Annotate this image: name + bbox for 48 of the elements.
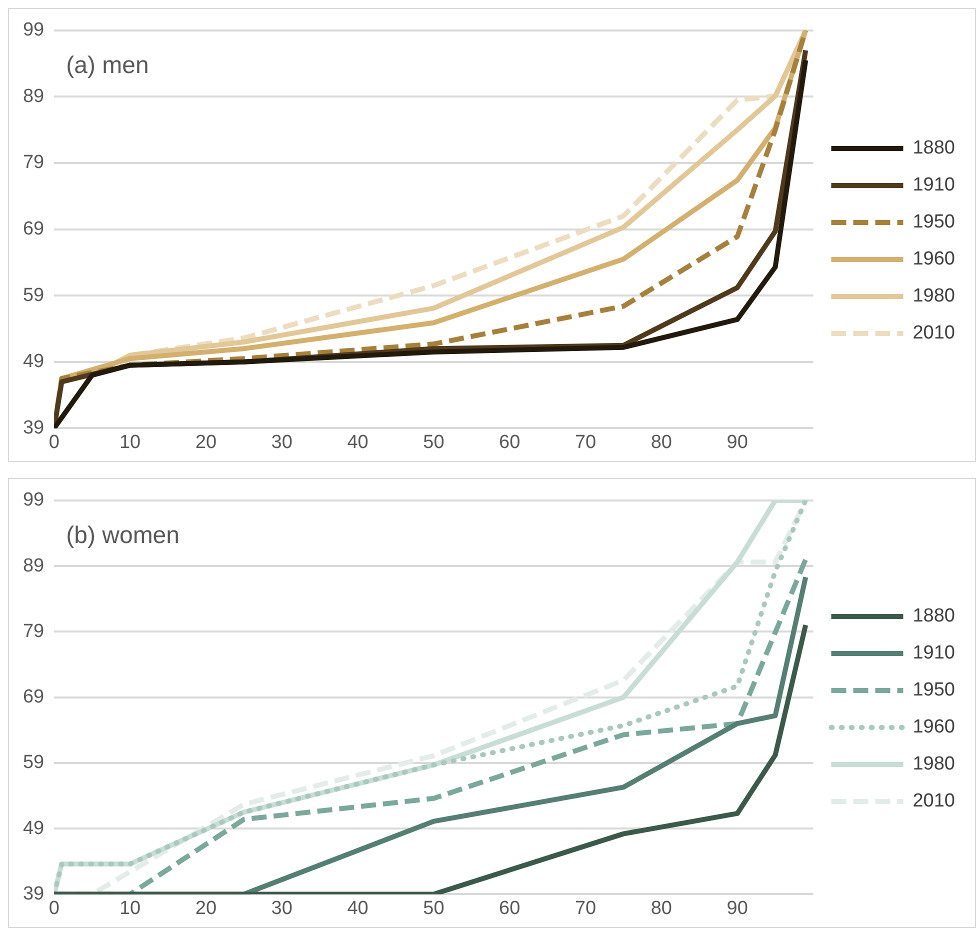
- x-tick-label: 70: [574, 898, 596, 919]
- x-tick-label: 50: [423, 898, 444, 919]
- x-tick-label: 80: [650, 432, 672, 453]
- legend-label: 1950: [912, 212, 956, 233]
- x-tick-label: 40: [347, 432, 368, 453]
- legend-label: 1960: [912, 716, 956, 738]
- y-tick-label: 69: [22, 218, 44, 240]
- y-tick-label: 89: [22, 555, 44, 576]
- legend-label: 1880: [912, 138, 956, 159]
- x-tick-label: 0: [48, 898, 60, 919]
- legend-label: 1960: [912, 248, 956, 270]
- x-tick-label: 80: [650, 898, 672, 919]
- x-tick-label: 60: [499, 898, 520, 919]
- y-tick-label: 39: [22, 883, 44, 904]
- y-tick-label: 89: [22, 86, 44, 107]
- legend-label: 2010: [912, 322, 956, 344]
- y-tick-label: 99: [22, 490, 44, 511]
- x-tick-label: 60: [499, 432, 520, 453]
- legend-label: 1950: [912, 680, 956, 701]
- x-tick-label: 30: [271, 432, 292, 453]
- y-tick-label: 49: [22, 818, 44, 839]
- x-tick-label: 10: [119, 898, 141, 919]
- x-tick-label: 20: [195, 898, 217, 919]
- y-tick-label: 39: [22, 417, 44, 438]
- legend-label: 1880: [912, 606, 956, 627]
- x-tick-label: 90: [726, 432, 748, 453]
- x-tick-label: 50: [423, 432, 444, 453]
- y-tick-label: 49: [22, 351, 44, 372]
- x-tick-label: 10: [119, 432, 141, 453]
- x-tick-label: 70: [574, 432, 596, 453]
- y-tick-label: 79: [22, 620, 44, 642]
- y-tick-label: 79: [22, 152, 44, 174]
- x-tick-label: 20: [195, 432, 217, 453]
- legend-label: 1980: [912, 754, 956, 775]
- x-tick-label: 90: [726, 898, 748, 919]
- x-tick-label: 0: [48, 432, 60, 453]
- y-tick-label: 59: [22, 284, 44, 306]
- x-tick-label: 40: [347, 898, 368, 919]
- y-tick-label: 59: [22, 752, 44, 774]
- y-tick-label: 99: [22, 20, 44, 41]
- x-tick-label: 30: [271, 898, 292, 919]
- y-tick-label: 69: [22, 686, 44, 708]
- legend-label: 1910: [912, 174, 956, 196]
- annotation: (b) women: [66, 522, 180, 550]
- annotation: (a) men: [66, 52, 149, 80]
- legend-label: 2010: [912, 790, 956, 812]
- legend-label: 1910: [912, 642, 956, 664]
- legend-label: 1980: [912, 286, 956, 307]
